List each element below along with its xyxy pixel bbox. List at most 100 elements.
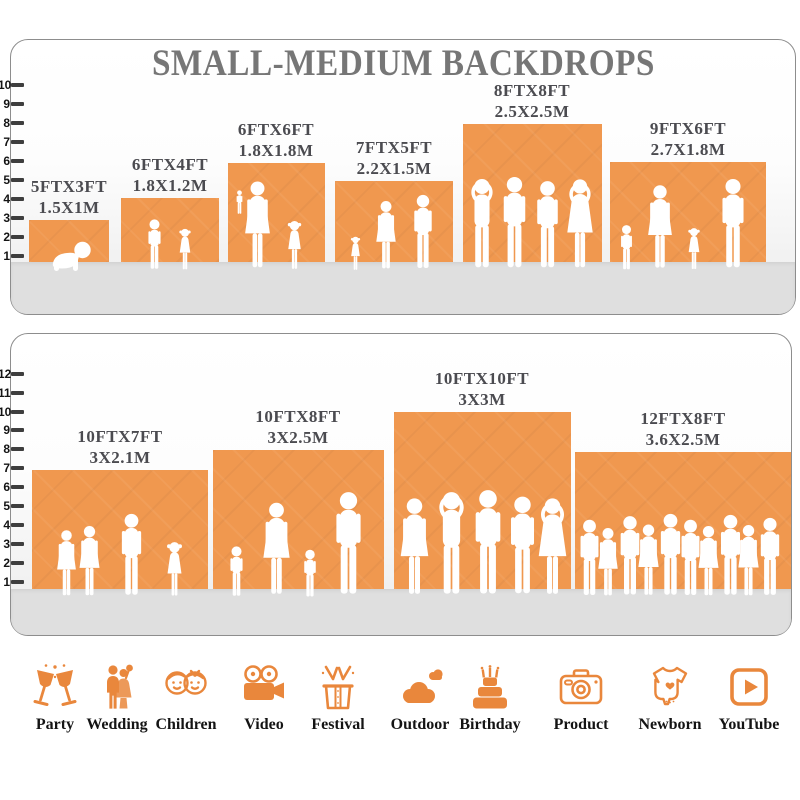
ruler-tick: 3: [0, 211, 24, 225]
ruler-tick: 10: [0, 78, 24, 92]
backdrop-size-label: 8FTX8FT 2.5X2.5M: [493, 81, 571, 121]
tick-mark: [11, 580, 24, 584]
backdrop-size-label: 6FTX4FT 1.8X1.2M: [131, 155, 209, 195]
wedding-couple-icon: [75, 660, 159, 714]
category-label: Newborn: [638, 716, 702, 733]
panel-small-medium: SMALL-MEDIUM BACKDROPS 10 9 8 7 6 5 4 3 …: [0, 39, 796, 315]
tick-mark: [11, 235, 24, 239]
ruler-tick: 1: [0, 575, 24, 589]
tick-label: 1: [3, 575, 10, 589]
tick-label: 6: [3, 154, 10, 168]
people-silhouette-icon: [236, 181, 302, 269]
backdrop-6ftx4ft: [121, 198, 219, 270]
ruler-tick: 4: [0, 519, 24, 531]
backdrop-size-label: 7FTX5FT 2.2X1.5M: [355, 138, 433, 178]
backdrop-7ftx5ft: [335, 181, 453, 270]
tick-mark: [11, 254, 24, 258]
tick-label: 4: [3, 192, 10, 206]
gift-fireworks-icon: [296, 660, 380, 714]
category-label: YouTube: [718, 716, 780, 733]
tick-label: 7: [3, 135, 10, 149]
category-youtube: YouTube: [707, 660, 791, 734]
category-label: Birthday: [459, 716, 521, 733]
party-glasses-icon: [13, 660, 97, 714]
backdrop-10ftx7ft: [32, 470, 208, 596]
ruler-tick: 6: [0, 480, 24, 494]
backdrop-size-label: 10FTX7FT 3X2.1M: [77, 427, 163, 467]
ruler-tick: 9: [0, 424, 24, 436]
tick-mark: [11, 466, 24, 470]
ruler-tick: 2: [0, 557, 24, 569]
tick-mark: [11, 561, 24, 565]
tick-label: 2: [3, 230, 10, 244]
backdrop-9ftx6ft: [610, 162, 766, 270]
ruler-tick: 8: [0, 117, 24, 129]
category-label: Children: [155, 716, 217, 733]
category-birthday: Birthday: [448, 660, 532, 734]
people-silhouette-icon: [621, 178, 744, 270]
category-outdoor: Outdoor: [378, 660, 462, 734]
tick-label: 9: [3, 97, 10, 111]
ruler-tick: 2: [0, 230, 24, 244]
ground-strip: [11, 262, 795, 314]
tick-mark: [11, 428, 24, 432]
backdrop-10ftx8ft: [213, 450, 384, 597]
ruler-tick: 12: [0, 367, 24, 381]
ruler-tick: 3: [0, 538, 24, 550]
tick-label: 6: [3, 480, 10, 494]
ruler-tick: 5: [0, 173, 24, 187]
backdrop-size-label: 5FTX3FT 1.5X1M: [30, 177, 108, 217]
ground-strip: [11, 589, 791, 635]
tick-label: 7: [3, 461, 10, 475]
backdrop-5ftx3ft: [29, 220, 109, 271]
tick-label: 5: [3, 173, 10, 187]
category-label: Festival: [311, 716, 365, 733]
backdrop-12ftx8ft: [575, 452, 791, 596]
tick-mark: [11, 523, 24, 527]
tick-label: 3: [3, 211, 10, 225]
backdrop-10ftx10ft: [394, 412, 571, 594]
tick-mark: [11, 121, 24, 125]
people-silhouette-icon: [148, 219, 191, 270]
youtube-play-icon: [707, 660, 791, 714]
clouds-icon: [378, 660, 462, 714]
tick-mark: [11, 372, 24, 376]
category-party: Party: [13, 660, 97, 734]
people-silhouette-icon: [400, 490, 567, 594]
page-title: SMALL-MEDIUM BACKDROPS: [151, 43, 655, 84]
panel-large: 12 11 10 9 8 7 6 5 4 3 2 1 10FTX7FT 3X2.1…: [0, 333, 792, 636]
tick-mark: [11, 542, 24, 546]
baby-onesie-icon: [628, 660, 712, 714]
people-silhouette-icon: [52, 241, 91, 271]
tick-label: 5: [3, 499, 10, 513]
ruler-tick: 6: [0, 154, 24, 168]
tick-mark: [11, 159, 24, 163]
tick-mark: [11, 447, 24, 451]
tick-mark: [11, 216, 24, 220]
ruler-tick: 9: [0, 97, 24, 111]
category-label: Product: [553, 716, 609, 733]
tick-mark: [11, 485, 24, 489]
category-label: Wedding: [86, 716, 148, 733]
people-silhouette-icon: [580, 513, 780, 596]
tick-label: 1: [3, 249, 10, 263]
tick-mark: [11, 102, 24, 106]
tick-mark: [11, 504, 24, 508]
category-label: Outdoor: [390, 716, 450, 733]
backdrop-size-label: 12FTX8FT 3.6X2.5M: [640, 409, 726, 449]
backdrop-6ftx6ft: [228, 163, 325, 269]
video-camera-icon: [222, 660, 306, 714]
category-wedding: Wedding: [75, 660, 159, 734]
category-row: Party Wedding: [0, 660, 800, 760]
tick-label: 10: [0, 78, 12, 92]
tick-mark: [11, 410, 24, 414]
tick-mark: [11, 140, 24, 144]
tick-label: 10: [0, 405, 12, 419]
category-newborn: Newborn: [628, 660, 712, 734]
tick-label: 12: [0, 367, 12, 381]
birthday-cake-icon: [448, 660, 532, 714]
tick-mark: [11, 197, 24, 201]
ruler-tick: 1: [0, 249, 24, 263]
ruler-tick: 7: [0, 461, 24, 475]
